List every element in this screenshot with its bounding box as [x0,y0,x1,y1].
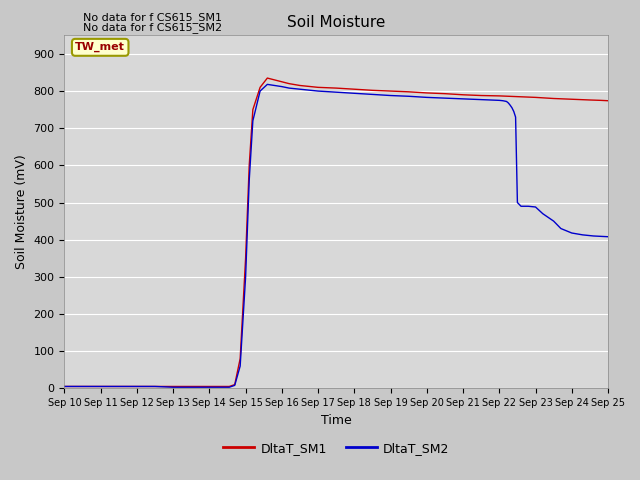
DltaT_SM1 [278,79,285,84]
DltaT_SM1 [245,163,253,168]
Text: No data for f CS615_SM2: No data for f CS615_SM2 [83,22,222,33]
DltaT_SM1 [441,91,449,96]
DltaT_SM1 [264,75,271,81]
DltaT_SM1 [242,255,250,261]
DltaT_SM1 [423,90,431,96]
DltaT_SM2 [264,82,271,87]
DltaT_SM2 [212,384,220,390]
DltaT_SM1 [68,384,76,389]
DltaT_SM1 [188,384,195,389]
DltaT_SM1 [550,96,557,101]
DltaT_SM1 [249,107,257,112]
DltaT_SM1 [568,96,575,102]
DltaT_SM1 [225,384,233,389]
DltaT_SM1 [405,89,413,95]
DltaT_SM2 [557,226,564,231]
DltaT_SM1 [236,356,244,361]
DltaT_SM1 [387,88,394,94]
DltaT_SM1 [604,98,612,104]
DltaT_SM2 [604,234,612,240]
DltaT_SM1 [314,84,322,90]
DltaT_SM1 [231,382,239,387]
DltaT_SM1 [97,384,104,389]
DltaT_SM1 [495,93,503,99]
DltaT_SM1 [532,95,540,100]
DltaT_SM1 [332,85,340,91]
DltaT_SM1 [79,384,86,389]
Text: TW_met: TW_met [76,42,125,52]
DltaT_SM1 [133,384,141,389]
DltaT_SM2 [170,384,177,390]
DltaT_SM1 [351,86,358,92]
DltaT_SM1 [460,92,467,97]
X-axis label: Time: Time [321,414,351,427]
DltaT_SM2 [231,383,239,388]
DltaT_SM1 [198,384,206,389]
DltaT_SM1 [285,81,293,86]
DltaT_SM1 [212,384,220,389]
DltaT_SM2 [61,384,68,389]
DltaT_SM1 [115,384,123,389]
Title: Soil Moisture: Soil Moisture [287,15,385,30]
DltaT_SM1 [477,93,485,98]
DltaT_SM2 [278,84,285,89]
Y-axis label: Soil Moisture (mV): Soil Moisture (mV) [15,155,28,269]
Line: DltaT_SM2: DltaT_SM2 [65,84,608,387]
DltaT_SM1 [597,97,605,103]
DltaT_SM1 [369,87,376,93]
Line: DltaT_SM1: DltaT_SM1 [65,78,608,386]
Legend: DltaT_SM1, DltaT_SM2: DltaT_SM1, DltaT_SM2 [218,437,454,460]
DltaT_SM1 [513,94,521,99]
DltaT_SM2 [589,233,597,239]
DltaT_SM1 [61,384,68,389]
DltaT_SM1 [205,384,213,389]
DltaT_SM1 [271,77,278,83]
DltaT_SM2 [151,384,159,389]
DltaT_SM1 [170,384,177,389]
DltaT_SM1 [296,83,304,88]
Text: No data for f CS615_SM1: No data for f CS615_SM1 [83,12,222,23]
DltaT_SM1 [220,384,228,389]
DltaT_SM1 [586,97,594,103]
DltaT_SM1 [256,84,264,90]
DltaT_SM1 [151,384,159,389]
